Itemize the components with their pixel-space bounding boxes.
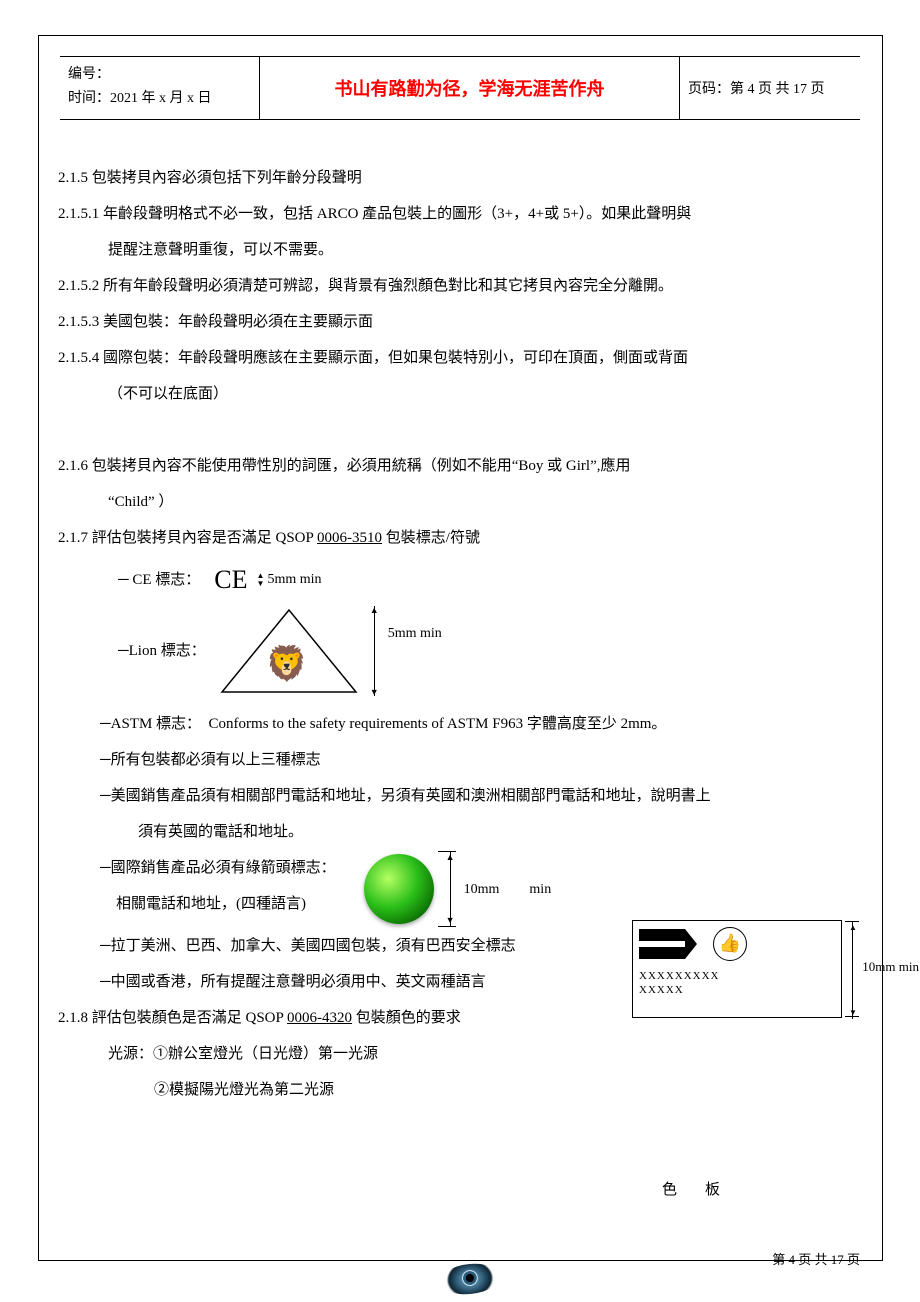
intl-green-a: ─國際銷售產品必須有綠箭頭標志： — [100, 850, 336, 886]
p218-post: 包裝顏色的要求 — [352, 1010, 461, 1026]
thumbs-up-icon: 👍 — [713, 927, 747, 961]
lion-face-icon: 🦁 — [266, 641, 308, 689]
lion-dim-line-icon: ▲▼ — [368, 606, 382, 696]
color-board-label: 色板 — [662, 1172, 748, 1208]
page-mid: 页 共 — [755, 82, 794, 97]
brazil-safety-box: 👍 XXXXXXXXX XXXXX 10mm min — [632, 920, 842, 1018]
para-2-1-5-4: 2.1.5.4 國際包裝：年齡段聲明應該在主要顯示面，但如果包裝特別小，可印在頂… — [58, 340, 860, 376]
doc-time: 时间：2021 年 x 月 x 日 — [68, 87, 251, 111]
p217-post: 包裝標志/符號 — [382, 530, 480, 546]
footer-suf: 页 — [844, 1252, 860, 1267]
header-page-cell: 页码：第 4 页 共 17 页 — [680, 57, 860, 119]
us-sale-line: ─美國銷售產品須有相關部門電話和地址，另須有英國和澳洲相關部門電話和地址，說明書… — [58, 778, 860, 814]
all-three-line: ─所有包裝都必須有以上三種標志 — [58, 742, 860, 778]
lion-label: ─Lion 標志： — [118, 641, 206, 662]
footer-pre: 第 — [772, 1252, 788, 1267]
page-total: 17 — [793, 82, 807, 97]
para-2-1-6-cont: “Child” ） — [58, 484, 860, 520]
footer-tot: 17 — [831, 1252, 844, 1267]
time-value: 2021 年 x 月 x 日 — [110, 91, 212, 106]
p218-pre: 2.1.8 評估包裝顏色是否滿足 QSOP — [58, 1010, 287, 1026]
ce-mark-icon: CE — [214, 562, 247, 598]
ce-mark-row: ─ CE 標志： CE 5mm min — [58, 562, 860, 598]
lion-triangle-icon: 🦁 — [214, 606, 364, 696]
p217-qsop: 0006-3510 — [317, 530, 382, 546]
para-2-1-5-3: 2.1.5.3 美國包裝：年齡段聲明必須在主要顯示面 — [58, 304, 860, 340]
para-2-1-6: 2.1.6 包裝拷貝內容不能使用帶性別的詞匯，必須用統稱（例如不能用“Boy 或… — [58, 448, 860, 484]
green-dim-line-icon — [450, 851, 455, 927]
header-table: 编号： 时间：2021 年 x 月 x 日 书山有路勤为径，学海无涯苦作舟 页码… — [60, 56, 860, 120]
brazil-xx2: XXXXX — [639, 983, 835, 997]
time-label: 时间： — [68, 91, 110, 106]
light-source-2: ②模擬陽光燈光為第二光源 — [58, 1072, 860, 1108]
lion-mark-row: ─Lion 標志： 🦁 ▲▼ 5mm min — [58, 606, 860, 696]
page-prefix: 页码：第 — [688, 82, 748, 97]
para-2-1-5: 2.1.5 包裝拷貝內容必須包括下列年齡分段聲明 — [58, 160, 860, 196]
us-sale-cont: 須有英國的電話和地址。 — [58, 814, 860, 850]
brazil-dim-text: 10mm min — [862, 951, 919, 982]
para-2-1-5-1-cont: 提醒注意聲明重復，可以不需要。 — [58, 232, 860, 268]
green-point-icon — [364, 854, 434, 924]
green-dim-val: 10mm — [464, 873, 500, 907]
brazil-xx1: XXXXXXXXX — [639, 969, 835, 983]
page-label: 页码：第 4 页 共 17 页 — [688, 78, 825, 98]
para-2-1-5-1: 2.1.5.1 年齡段聲明格式不必一致，包括 ARCO 產品包裝上的圖形（3+，… — [58, 196, 860, 232]
intl-green-b: 相關電話和地址，(四種語言) — [100, 886, 336, 922]
para-2-1-5-4-cont: （不可以在底面） — [58, 376, 860, 412]
doc-number-label: 编号： — [68, 63, 251, 87]
page-suffix: 页 — [807, 82, 825, 97]
light-source-1: 光源：①辦公室燈光（日光燈）第一光源 — [58, 1036, 860, 1072]
header-motto: 书山有路勤为径，学海无涯苦作舟 — [260, 57, 680, 119]
brazil-dim-line-icon — [852, 921, 853, 1019]
para-2-1-5-2: 2.1.5.2 所有年齡段聲明必須清楚可辨認，與背景有強烈顏色對比和其它拷貝內容… — [58, 268, 860, 304]
header-left-cell: 编号： 时间：2021 年 x 月 x 日 — [60, 57, 260, 119]
astm-line: ─ASTM 標志： Conforms to the safety require… — [58, 706, 860, 742]
lion-dim-text: 5mm min — [388, 624, 442, 644]
ce-label: ─ CE 標志： — [118, 570, 200, 591]
page-current: 4 — [748, 82, 755, 97]
footer-mid: 页 共 — [795, 1252, 831, 1267]
document-body: 2.1.5 包裝拷貝內容必須包括下列年齡分段聲明 2.1.5.1 年齡段聲明格式… — [58, 160, 860, 1108]
eye-watermark-icon — [436, 1259, 503, 1300]
ce-dim-arrow-icon — [257, 572, 265, 588]
green-arrow-row: ─國際銷售產品必須有綠箭頭標志： 相關電話和地址，(四種語言) 10mm min — [58, 850, 860, 928]
p218-qsop: 0006-4320 — [287, 1010, 352, 1026]
green-dim-min: min — [529, 873, 551, 907]
p217-pre: 2.1.7 評估包裝拷貝內容是否滿足 QSOP — [58, 530, 317, 546]
brazil-flag-icon — [639, 929, 685, 959]
para-2-1-7: 2.1.7 評估包裝拷貝內容是否滿足 QSOP 0006-3510 包裝標志/符… — [58, 520, 860, 556]
brazil-xx-text: XXXXXXXXX XXXXX — [639, 969, 835, 998]
ce-dim-text: 5mm min — [267, 570, 321, 590]
footer-pagination: 第 4 页 共 17 页 — [772, 1249, 860, 1268]
